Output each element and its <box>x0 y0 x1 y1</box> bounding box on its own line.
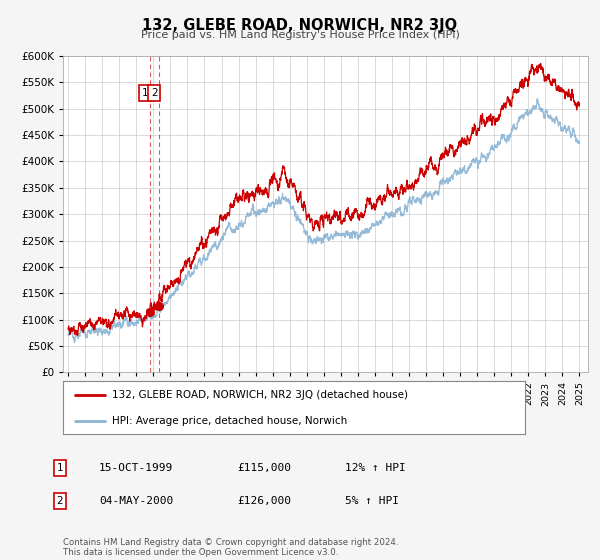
Text: £115,000: £115,000 <box>237 463 291 473</box>
Text: £126,000: £126,000 <box>237 496 291 506</box>
Text: HPI: Average price, detached house, Norwich: HPI: Average price, detached house, Norw… <box>112 416 347 426</box>
Text: Price paid vs. HM Land Registry's House Price Index (HPI): Price paid vs. HM Land Registry's House … <box>140 30 460 40</box>
Text: Contains HM Land Registry data © Crown copyright and database right 2024.
This d: Contains HM Land Registry data © Crown c… <box>63 538 398 557</box>
Text: 132, GLEBE ROAD, NORWICH, NR2 3JQ: 132, GLEBE ROAD, NORWICH, NR2 3JQ <box>142 18 458 33</box>
Text: 15-OCT-1999: 15-OCT-1999 <box>99 463 173 473</box>
Text: 2: 2 <box>151 88 158 98</box>
Text: 12% ↑ HPI: 12% ↑ HPI <box>345 463 406 473</box>
Text: 2: 2 <box>56 496 64 506</box>
Text: 132, GLEBE ROAD, NORWICH, NR2 3JQ (detached house): 132, GLEBE ROAD, NORWICH, NR2 3JQ (detac… <box>112 390 407 400</box>
Text: 04-MAY-2000: 04-MAY-2000 <box>99 496 173 506</box>
Text: 5% ↑ HPI: 5% ↑ HPI <box>345 496 399 506</box>
Text: 1: 1 <box>142 88 148 98</box>
Text: 1: 1 <box>56 463 64 473</box>
